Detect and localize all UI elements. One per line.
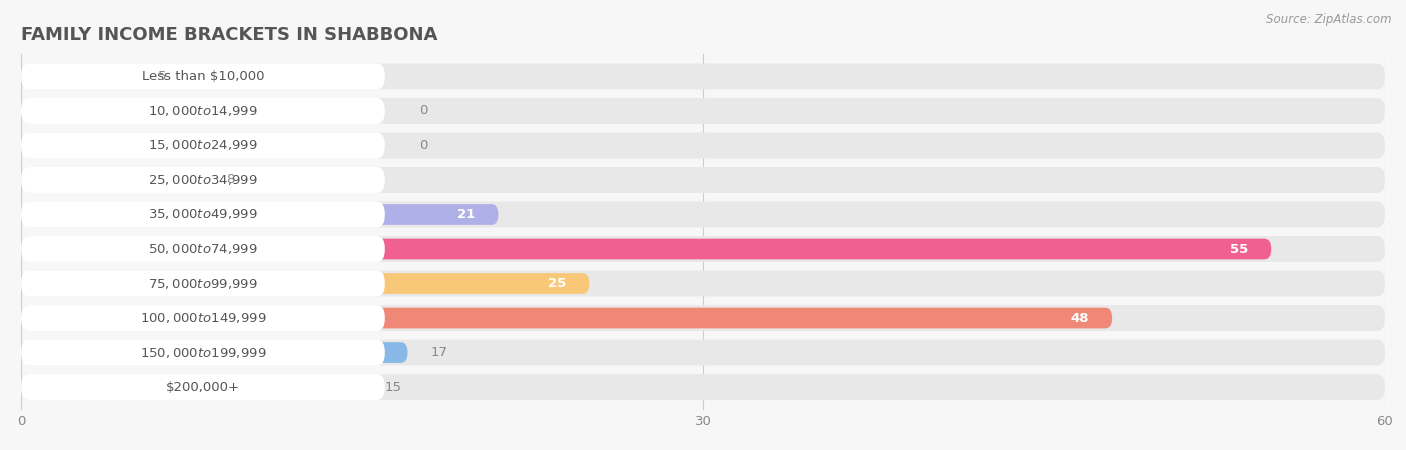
- Text: 48: 48: [1071, 311, 1090, 324]
- Text: 25: 25: [548, 277, 567, 290]
- FancyBboxPatch shape: [21, 236, 1385, 262]
- Text: $75,000 to $99,999: $75,000 to $99,999: [148, 276, 257, 291]
- Text: FAMILY INCOME BRACKETS IN SHABBONA: FAMILY INCOME BRACKETS IN SHABBONA: [21, 26, 437, 44]
- Text: $35,000 to $49,999: $35,000 to $49,999: [148, 207, 257, 221]
- FancyBboxPatch shape: [21, 167, 385, 193]
- FancyBboxPatch shape: [21, 63, 1385, 90]
- FancyBboxPatch shape: [21, 170, 202, 190]
- Text: 5: 5: [157, 70, 166, 83]
- Text: 0: 0: [419, 139, 427, 152]
- FancyBboxPatch shape: [21, 63, 385, 90]
- FancyBboxPatch shape: [21, 273, 589, 294]
- Text: $100,000 to $149,999: $100,000 to $149,999: [139, 311, 266, 325]
- FancyBboxPatch shape: [21, 202, 1385, 227]
- Text: 8: 8: [225, 174, 233, 186]
- FancyBboxPatch shape: [21, 66, 135, 87]
- FancyBboxPatch shape: [21, 305, 385, 331]
- FancyBboxPatch shape: [21, 377, 363, 397]
- Text: $25,000 to $34,999: $25,000 to $34,999: [148, 173, 257, 187]
- FancyBboxPatch shape: [21, 132, 1385, 158]
- Text: $50,000 to $74,999: $50,000 to $74,999: [148, 242, 257, 256]
- FancyBboxPatch shape: [21, 132, 385, 158]
- Text: $10,000 to $14,999: $10,000 to $14,999: [148, 104, 257, 118]
- FancyBboxPatch shape: [21, 98, 385, 124]
- FancyBboxPatch shape: [21, 238, 1271, 259]
- FancyBboxPatch shape: [21, 270, 385, 297]
- FancyBboxPatch shape: [21, 202, 385, 227]
- FancyBboxPatch shape: [21, 98, 1385, 124]
- FancyBboxPatch shape: [21, 340, 385, 365]
- Text: $150,000 to $199,999: $150,000 to $199,999: [139, 346, 266, 360]
- FancyBboxPatch shape: [21, 374, 1385, 400]
- FancyBboxPatch shape: [21, 342, 408, 363]
- Text: $15,000 to $24,999: $15,000 to $24,999: [148, 139, 257, 153]
- Text: 0: 0: [419, 104, 427, 117]
- FancyBboxPatch shape: [21, 270, 1385, 297]
- FancyBboxPatch shape: [21, 374, 385, 400]
- FancyBboxPatch shape: [21, 167, 1385, 193]
- FancyBboxPatch shape: [21, 340, 1385, 365]
- FancyBboxPatch shape: [21, 236, 385, 262]
- Text: $200,000+: $200,000+: [166, 381, 240, 394]
- Text: Source: ZipAtlas.com: Source: ZipAtlas.com: [1267, 14, 1392, 27]
- Text: Less than $10,000: Less than $10,000: [142, 70, 264, 83]
- FancyBboxPatch shape: [21, 308, 1112, 328]
- Text: 21: 21: [457, 208, 475, 221]
- FancyBboxPatch shape: [21, 204, 498, 225]
- Text: 17: 17: [430, 346, 447, 359]
- Text: 55: 55: [1230, 243, 1249, 256]
- FancyBboxPatch shape: [21, 305, 1385, 331]
- Text: 15: 15: [385, 381, 402, 394]
